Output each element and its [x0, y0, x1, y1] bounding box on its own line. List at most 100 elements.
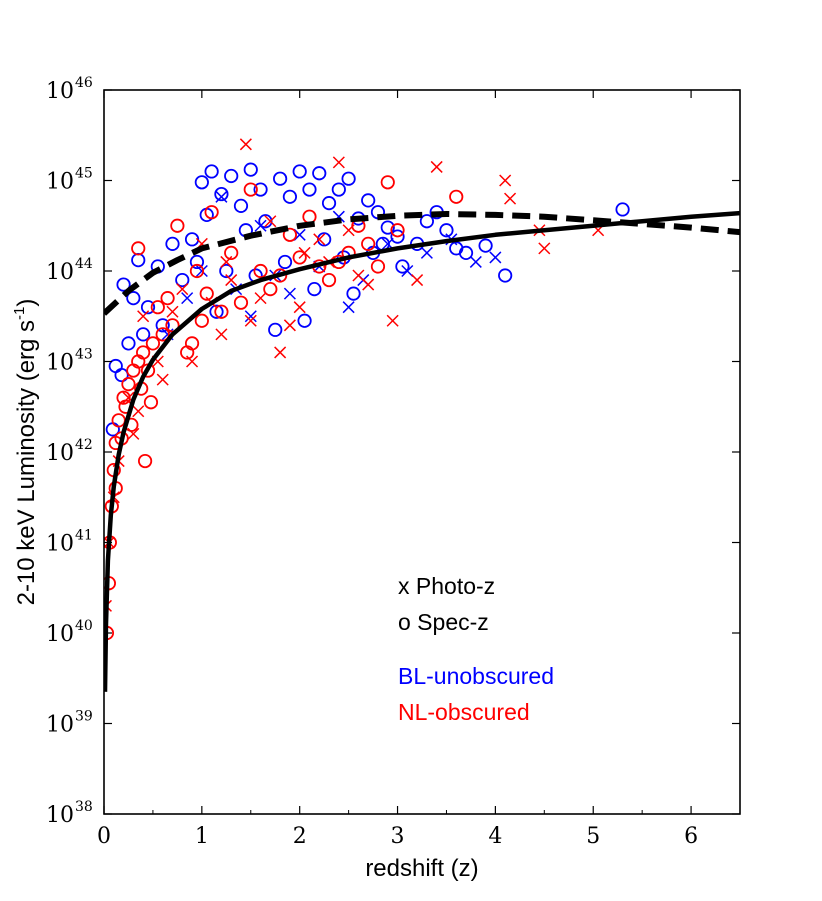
bl-photo-point	[420, 246, 433, 259]
bl-spec-point	[331, 182, 346, 197]
x-tick-label: 0	[97, 824, 111, 849]
nl-photo-point	[239, 138, 252, 151]
nl-spec-point	[145, 336, 161, 351]
nl-spec-point	[160, 291, 175, 306]
bl-spec-point	[114, 367, 129, 383]
bl-spec-point	[419, 214, 434, 229]
bl-spec-point	[209, 304, 224, 319]
nl-photo-point	[220, 255, 233, 268]
bl-spec-point	[458, 245, 474, 260]
nl-spec-point	[224, 245, 239, 260]
nl-photo-point	[225, 274, 238, 287]
bl-spec-point	[277, 254, 293, 270]
nl-photo-point	[430, 160, 443, 173]
dashed-curve	[104, 211, 740, 316]
bl-spec-point	[258, 214, 273, 229]
bl-spec-point	[126, 291, 141, 306]
nl-photo-point	[156, 373, 169, 386]
nl-photo-point	[332, 156, 345, 169]
legend-photo-z: x Photo-z	[398, 573, 495, 599]
nl-photo-point	[499, 174, 512, 187]
bl-spec-point	[346, 286, 361, 301]
bl-photo-point	[469, 255, 482, 268]
x-tick-label: 2	[293, 824, 307, 849]
nl-photo-point	[386, 314, 399, 327]
nl-photo-point	[176, 283, 189, 296]
nl-photo-point	[244, 314, 257, 327]
nl-spec-point	[370, 259, 386, 274]
bl-spec-point	[302, 182, 317, 197]
bl-photo-point	[401, 264, 414, 278]
nl-photo-point	[127, 427, 140, 440]
nl-photo-point	[298, 246, 311, 259]
bl-spec-point	[439, 223, 454, 238]
x-tick-label: 6	[684, 824, 698, 849]
bl-photo-point	[283, 287, 296, 300]
nl-photo-point	[342, 224, 355, 237]
y-tick-label: 1039	[46, 709, 93, 738]
nl-photo-point	[293, 301, 306, 314]
bl-spec-point	[273, 171, 288, 186]
bl-spec-point	[341, 171, 356, 186]
bl-spec-point	[321, 196, 337, 211]
nl-spec-point	[194, 313, 209, 328]
nl-spec-point	[380, 175, 395, 190]
bl-photo-point	[489, 251, 502, 264]
y-axis-title-sup: -1	[11, 307, 28, 320]
bl-photo-point	[293, 228, 306, 241]
nl-photo-point	[186, 355, 199, 368]
bl-spec-point	[317, 232, 332, 247]
y-tick-label: 1038	[46, 799, 93, 828]
nl-spec-point	[137, 453, 153, 469]
bl-spec-point	[175, 272, 190, 288]
nl-spec-point	[233, 295, 249, 310]
bl-photo-point	[195, 264, 208, 278]
bl-spec-point	[390, 229, 405, 244]
y-tick-label: 1045	[46, 166, 93, 195]
bl-spec-point	[615, 202, 630, 217]
bl-spec-point	[268, 322, 283, 337]
nl-spec-point	[131, 241, 146, 256]
y-axis-title: 2-10 keV Luminosity (erg s-1)	[11, 299, 40, 606]
y-tick-label: 1040	[46, 618, 93, 647]
bl-spec-point	[297, 313, 312, 328]
bl-spec-point	[155, 318, 170, 333]
nl-spec-point	[143, 395, 159, 410]
bl-spec-point	[380, 220, 395, 235]
nl-spec-point	[189, 263, 205, 279]
nl-spec-point	[155, 327, 170, 342]
y-axis-title-main: 2-10 keV Luminosity (erg s	[13, 320, 40, 605]
nl-spec-point	[214, 304, 229, 319]
bl-spec-point	[478, 238, 493, 253]
y-tick-label: 1041	[46, 528, 93, 557]
legend-spec-z: o Spec-z	[398, 609, 489, 635]
bl-spec-point	[189, 254, 205, 270]
bl-spec-point	[121, 336, 136, 351]
bl-spec-point	[131, 253, 146, 268]
nl-photo-point	[254, 292, 267, 305]
bl-spec-point	[224, 168, 239, 184]
nl-photo-point	[352, 269, 365, 282]
nl-spec-point	[361, 236, 376, 251]
bl-spec-point	[136, 327, 151, 342]
bl-spec-point	[361, 193, 376, 208]
bl-spec-point	[253, 182, 268, 197]
legend-bl-unobscured: BL-unobscured	[398, 663, 554, 689]
nl-spec-point	[170, 218, 185, 233]
nl-photo-point	[538, 242, 551, 255]
nl-spec-point	[116, 390, 131, 405]
bl-spec-point	[204, 164, 219, 179]
nl-spec-point	[184, 336, 200, 351]
bl-photo-point	[342, 301, 355, 314]
nl-photo-point	[362, 278, 375, 291]
solid-curve	[104, 210, 740, 692]
y-tick-label: 1042	[46, 437, 93, 466]
nl-spec-point	[263, 281, 278, 297]
nl-spec-point	[449, 189, 464, 204]
bl-spec-point	[243, 162, 258, 177]
nl-photo-point	[215, 328, 228, 341]
x-axis-title: redshift (z)	[365, 855, 478, 882]
nl-photo-point	[166, 305, 179, 318]
bl-spec-point	[214, 186, 229, 202]
